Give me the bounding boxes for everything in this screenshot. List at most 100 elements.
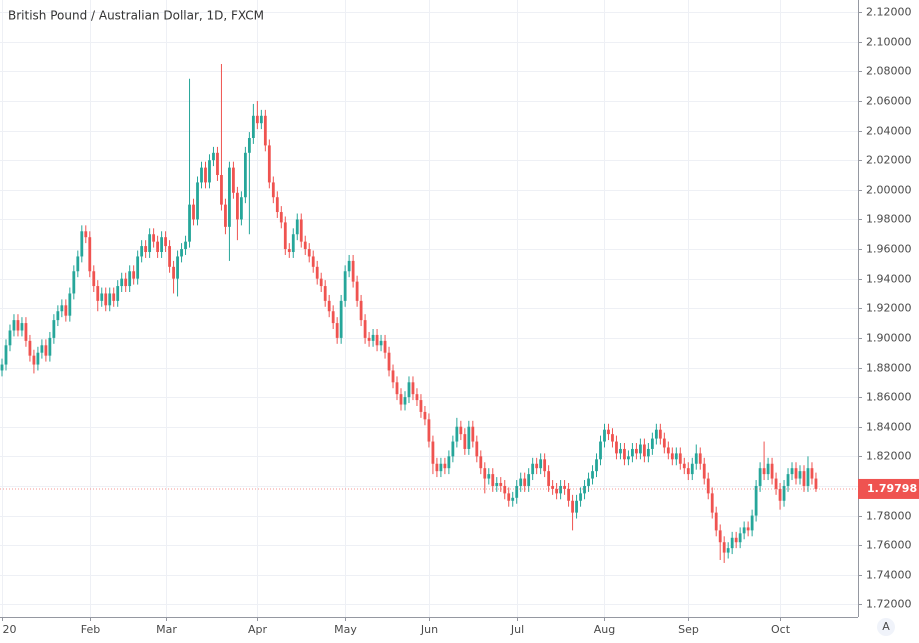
candle-body [60, 305, 64, 312]
candle-body [539, 459, 543, 469]
auto-scale-label[interactable]: A [882, 620, 890, 633]
candle-body [650, 438, 654, 449]
candle-body [208, 160, 211, 183]
candle-body [646, 448, 650, 457]
candle-body [156, 241, 160, 253]
candle-body [4, 345, 8, 365]
candle-body [535, 463, 539, 469]
candle-body [710, 493, 714, 513]
candle-body [196, 182, 199, 220]
candle-body [778, 488, 782, 501]
candle-body [172, 266, 175, 279]
candle-body [32, 355, 36, 365]
candle-body [176, 256, 179, 279]
candle-body [192, 204, 195, 220]
candle-body [742, 527, 746, 534]
candle-body [168, 246, 171, 267]
candle-body [124, 278, 128, 287]
y-tick-label: 1.78000 [866, 510, 912, 523]
candle-body [343, 271, 347, 301]
candle-body [399, 394, 403, 405]
y-tick-label: 1.76000 [866, 539, 912, 552]
candle-body [499, 482, 503, 486]
y-tick-label: 2.12000 [866, 6, 912, 19]
candle-body [136, 256, 140, 279]
candle-body [200, 167, 203, 183]
candle-body [212, 152, 215, 161]
candle-body [287, 249, 291, 253]
candle-body [216, 152, 219, 176]
y-tick-label: 1.86000 [866, 391, 912, 404]
candle-body [184, 241, 187, 250]
candle-body [591, 471, 594, 479]
candle-body [786, 474, 790, 486]
auto-scale-button[interactable] [877, 618, 895, 636]
x-tick-label: Feb [81, 623, 100, 636]
candle-body [511, 497, 515, 501]
candle-body [579, 493, 582, 501]
candle-body [367, 337, 371, 341]
candle-body [607, 429, 610, 435]
candle-body [319, 278, 323, 287]
candle-body [104, 293, 108, 306]
candle-body [507, 493, 511, 501]
y-tick-label: 1.84000 [866, 421, 912, 434]
candle-body [259, 115, 263, 124]
candle-body [275, 197, 279, 213]
candle-body [20, 323, 24, 331]
candle-body [595, 459, 598, 472]
candle-body [722, 542, 726, 553]
candle-body [754, 485, 758, 516]
candle-body [331, 311, 335, 324]
x-tick-label: Apr [248, 623, 268, 636]
y-tick-label: 2.10000 [866, 36, 912, 49]
candle-body [68, 293, 72, 316]
candle-body [64, 305, 68, 316]
candle-body [702, 463, 706, 479]
candle-body [475, 441, 479, 457]
candle-body [188, 204, 191, 242]
candle-body [48, 337, 52, 356]
candle-body [0, 364, 4, 371]
candle-body [666, 447, 670, 454]
x-tick-label: Mar [156, 623, 177, 636]
y-tick-label: 2.08000 [866, 65, 912, 78]
candle-body [271, 182, 275, 198]
candle-body [770, 463, 774, 479]
y-tick-label: 2.06000 [866, 95, 912, 108]
candle-body [52, 320, 56, 338]
candles [0, 63, 818, 563]
candle-body [603, 429, 606, 442]
candle-body [431, 441, 435, 464]
candle-body [407, 382, 411, 398]
candle-body [144, 246, 148, 253]
candle-body [303, 241, 307, 250]
x-tick-label: May [334, 623, 357, 636]
candle-body [619, 448, 622, 454]
candle-body [247, 137, 251, 153]
candle-body [686, 468, 690, 475]
candle-body [120, 278, 124, 287]
candle-body [24, 323, 28, 341]
candle-body [224, 204, 227, 227]
candle-body [267, 145, 271, 183]
candle-body [40, 345, 44, 353]
candle-body [726, 548, 730, 553]
candle-body [16, 320, 20, 331]
candle-body [782, 485, 786, 501]
candle-body [635, 448, 638, 454]
y-tick-label: 1.98000 [866, 213, 912, 226]
y-tick-label: 1.72000 [866, 598, 912, 611]
candle-body [96, 286, 100, 301]
candle-body [112, 293, 116, 301]
candle-body [503, 485, 507, 494]
y-tick-label: 2.04000 [866, 125, 912, 138]
candle-body [80, 231, 84, 257]
candle-body [92, 271, 96, 287]
candle-body [307, 249, 311, 257]
candle-body [806, 468, 810, 486]
y-tick-label: 1.92000 [866, 302, 912, 315]
x-tick-label: Sep [678, 623, 699, 636]
candle-body [36, 352, 40, 365]
candle-body [642, 444, 646, 457]
